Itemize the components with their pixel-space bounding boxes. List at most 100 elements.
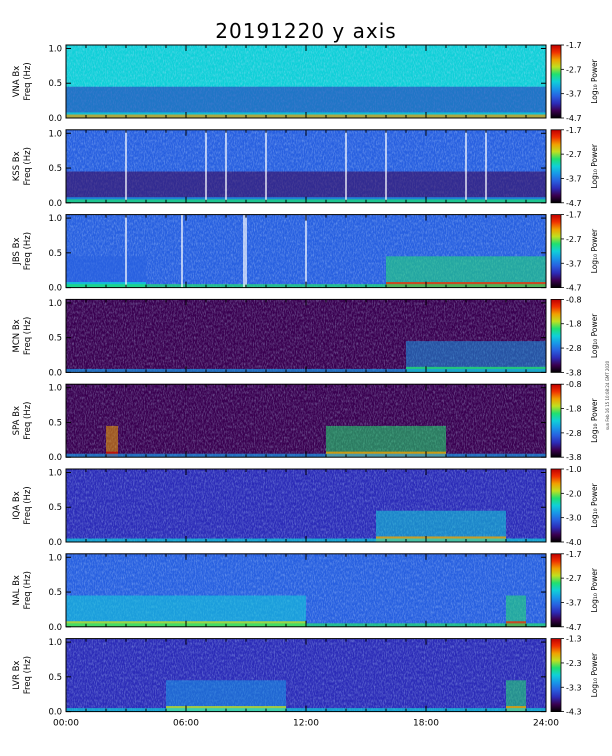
colorbar-nal <box>550 553 562 628</box>
y-tick-label: 0.0 <box>48 623 62 633</box>
panel-ylabel-iqa: IQA Bx <box>12 491 22 520</box>
colorbar-tick-label: -4.0 <box>566 538 582 547</box>
y-tick-label: 1.0 <box>48 468 62 478</box>
y-tick-label: 1.0 <box>48 299 62 309</box>
colorbar-tick-label: -1.8 <box>566 320 582 329</box>
x-tick-label: 24:00 <box>533 719 559 729</box>
colorbar-tick-label: -3.0 <box>566 514 582 523</box>
colorbar-tick-label: -2.0 <box>566 489 582 498</box>
y-tick-label: 0.5 <box>48 164 62 174</box>
colorbar-label: Log₁₀ Power <box>590 313 599 358</box>
y-tick-label: 1.0 <box>48 638 62 648</box>
colorbar-iqa <box>550 468 562 543</box>
y-tick-label: 0.5 <box>48 79 62 89</box>
colorbar-mcn <box>550 298 562 373</box>
panel-ylabel-freq: Freq (Hz) <box>23 486 33 524</box>
y-tick-label: 0.5 <box>48 418 62 428</box>
activity-region-spa-1 <box>106 425 118 458</box>
colorbar-tick-label: -4.7 <box>566 199 582 208</box>
y-tick-label: 0.5 <box>48 249 62 259</box>
colorbar-kss <box>550 129 562 204</box>
colorbar-tick-label: -2.8 <box>566 344 582 353</box>
colorbar-label: Log₁₀ Power <box>590 567 599 612</box>
x-tick-label: 06:00 <box>173 719 199 729</box>
y-tick-label: 0.0 <box>48 199 62 209</box>
y-tick-label: 1.0 <box>48 129 62 139</box>
panel-ylabel-freq: Freq (Hz) <box>23 571 33 609</box>
x-tick-label: 12:00 <box>293 719 319 729</box>
panel-ylabel-freq: Freq (Hz) <box>23 147 33 185</box>
chart-title: 20191220 y axis <box>215 19 397 43</box>
panel-ylabel-kss: KSS Bx <box>12 151 22 181</box>
colorbar-tick-label: -3.8 <box>566 453 582 462</box>
spectrogram-spa-texture <box>66 384 546 458</box>
colorbar-tick-label: -1.7 <box>566 126 582 135</box>
y-tick-label: 0.5 <box>48 588 62 598</box>
colorbar-tick-label: -3.7 <box>566 90 582 99</box>
colorbar-tick-label: -4.7 <box>566 623 582 632</box>
colorbar-vna <box>550 44 562 119</box>
y-tick-label: 1.0 <box>48 44 62 54</box>
y-tick-label: 0.0 <box>48 368 62 378</box>
y-tick-label: 0.0 <box>48 538 62 548</box>
side-annotation: sun Feb 16 15 10:08:24 GMT 2020 <box>605 360 610 430</box>
panel-ylabel-spa: SPA Bx <box>12 406 22 435</box>
activity-region-nal-1 <box>506 595 526 627</box>
panel-ylabel-lvr: LVR Bx <box>12 661 22 690</box>
panel-ylabel-nal: NAL Bx <box>12 575 22 605</box>
panel-ylabel-freq: Freq (Hz) <box>23 401 33 439</box>
panel-ylabel-freq: Freq (Hz) <box>23 62 33 100</box>
colorbar-tick-label: -0.8 <box>566 380 582 389</box>
colorbar-tick-label: -3.3 <box>566 683 582 692</box>
colorbar-jbs <box>550 214 562 289</box>
activity-region-lvr-1 <box>506 680 526 712</box>
panel-ylabel-freq: Freq (Hz) <box>23 317 33 355</box>
colorbar-tick-label: -2.8 <box>566 429 582 438</box>
colorbar-tick-label: -3.8 <box>566 368 582 377</box>
colorbar-tick-label: -1.3 <box>566 635 582 644</box>
colorbar-tick-label: -2.7 <box>566 574 582 583</box>
panel-ylabel-freq: Freq (Hz) <box>23 656 33 694</box>
y-tick-label: 0.5 <box>48 503 62 513</box>
colorbar-tick-label: -4.7 <box>566 114 582 123</box>
x-tick-label: 00:00 <box>53 719 79 729</box>
panel-ylabel-freq: Freq (Hz) <box>23 232 33 270</box>
colorbar-spa <box>550 383 562 458</box>
spectrogram-lvr-texture <box>66 638 546 712</box>
y-tick-label: 0.5 <box>48 334 62 344</box>
y-tick-label: 0.0 <box>48 114 62 124</box>
colorbar-tick-label: -2.3 <box>566 659 582 668</box>
colorbar-tick-label: -1.7 <box>566 41 582 50</box>
colorbar-label: Log₁₀ Power <box>590 398 599 443</box>
y-tick-label: 0.0 <box>48 453 62 463</box>
colorbar-tick-label: -1.7 <box>566 211 582 220</box>
y-tick-label: 1.0 <box>48 553 62 563</box>
colorbar-tick-label: -2.7 <box>566 235 582 244</box>
panel-ylabel-vna: VNA Bx <box>12 66 22 98</box>
y-tick-label: 0.0 <box>48 284 62 294</box>
colorbar-tick-label: -0.8 <box>566 295 582 304</box>
colorbar-tick-label: -2.7 <box>566 65 582 74</box>
y-tick-label: 1.0 <box>48 384 62 394</box>
colorbar-label: Log₁₀ Power <box>590 482 599 527</box>
x-tick-label: 18:00 <box>413 719 439 729</box>
colorbar-tick-label: -4.7 <box>566 284 582 293</box>
colorbar-label: Log₁₀ Power <box>590 58 599 103</box>
colorbar-label: Log₁₀ Power <box>590 143 599 188</box>
panel-ylabel-jbs: JBS Bx <box>12 238 22 266</box>
colorbar-lvr <box>550 638 562 712</box>
colorbar-tick-label: -1.0 <box>566 465 582 474</box>
panel-ylabel-mcn: MCN Bx <box>12 319 22 352</box>
colorbar-tick-label: -2.7 <box>566 150 582 159</box>
colorbar-tick-label: -3.7 <box>566 174 582 183</box>
colorbar-label: Log₁₀ Power <box>590 228 599 273</box>
colorbar-tick-label: -1.8 <box>566 405 582 414</box>
colorbar-label: Log₁₀ Power <box>590 652 599 697</box>
colorbar-tick-label: -4.3 <box>566 708 582 717</box>
y-tick-label: 1.0 <box>48 214 62 224</box>
y-tick-label: 0.0 <box>48 708 62 718</box>
colorbar-tick-label: -1.7 <box>566 550 582 559</box>
y-tick-label: 0.5 <box>48 673 62 683</box>
colorbar-tick-label: -3.7 <box>566 598 582 607</box>
